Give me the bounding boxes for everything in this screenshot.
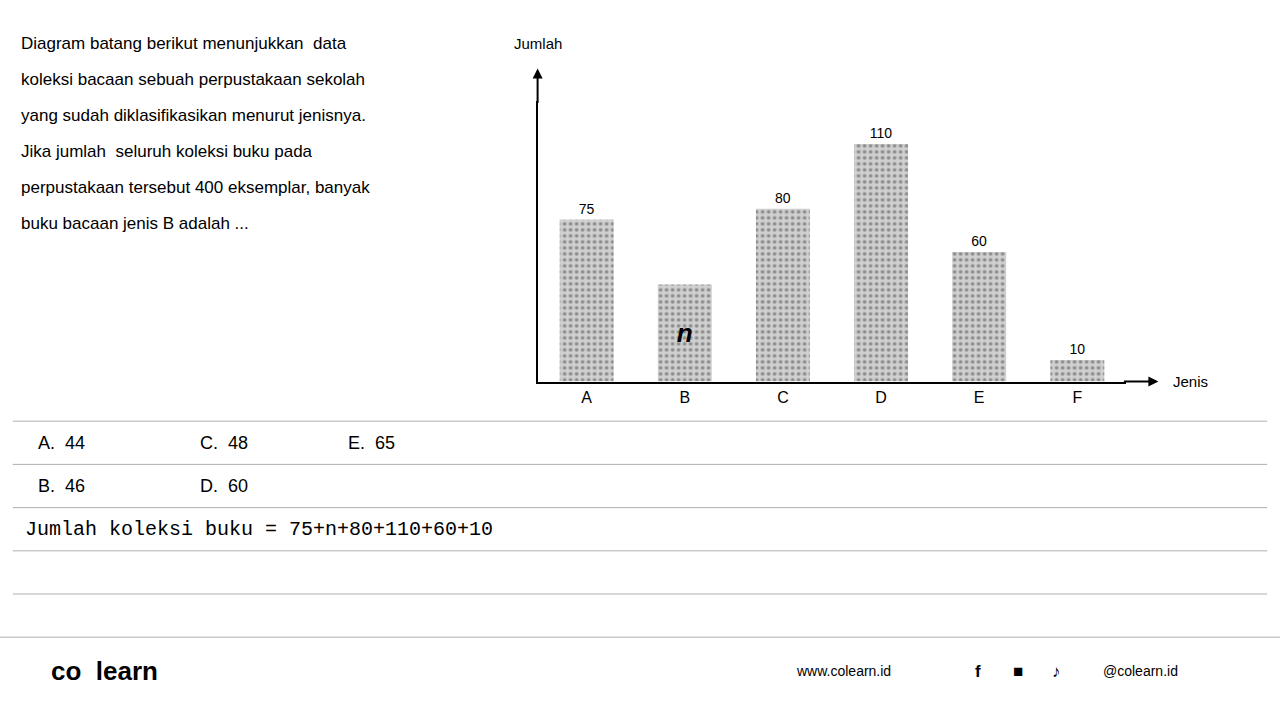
svg-text:■: ■ [1013, 662, 1023, 681]
svg-text:C. 48: C. 48 [200, 433, 248, 453]
svg-text:@colearn.id: @colearn.id [1103, 663, 1178, 679]
svg-text:D. 60: D. 60 [200, 476, 248, 496]
svg-text:Jumlah koleksi buku = 75+n+80+: Jumlah koleksi buku = 75+n+80+110+60+10 [25, 518, 493, 541]
svg-text:60: 60 [971, 233, 987, 249]
svg-text:110: 110 [870, 125, 893, 141]
svg-text:Jumlah: Jumlah [514, 35, 562, 52]
svg-text:Diagram batang berikut menunju: Diagram batang berikut menunjukkan data [21, 34, 347, 53]
svg-text:perpustakaan tersebut 400 ekse: perpustakaan tersebut 400 eksemplar, ban… [21, 178, 370, 197]
svg-text:E. 65: E. 65 [348, 433, 395, 453]
svg-text:10: 10 [1069, 341, 1085, 357]
svg-text:A. 44: A. 44 [38, 433, 85, 453]
svg-text:B: B [679, 389, 690, 406]
svg-text:B. 46: B. 46 [38, 476, 85, 496]
svg-text:75: 75 [579, 201, 595, 217]
svg-text:www.colearn.id: www.colearn.id [796, 663, 891, 679]
svg-text:D: D [875, 389, 887, 406]
svg-text:F: F [1072, 389, 1082, 406]
svg-text:E: E [974, 389, 985, 406]
svg-text:n: n [677, 318, 693, 348]
svg-text:A: A [581, 389, 592, 406]
svg-text:C: C [777, 389, 789, 406]
svg-text:Jenis: Jenis [1173, 373, 1208, 390]
svg-text:Jika jumlah seluruh koleksi b: Jika jumlah seluruh koleksi buku pada [21, 142, 313, 161]
svg-text:co learn: co learn [51, 656, 158, 686]
svg-text:yang sudah diklasifikasikan me: yang sudah diklasifikasikan menurut jeni… [21, 106, 366, 125]
svg-text:koleksi bacaan sebuah perpusta: koleksi bacaan sebuah perpustakaan sekol… [21, 70, 365, 89]
svg-text:80: 80 [775, 190, 791, 206]
svg-text:buku bacaan jenis B adalah ...: buku bacaan jenis B adalah ... [21, 214, 249, 233]
svg-text:f: f [975, 662, 981, 681]
svg-text:♪: ♪ [1052, 662, 1061, 681]
